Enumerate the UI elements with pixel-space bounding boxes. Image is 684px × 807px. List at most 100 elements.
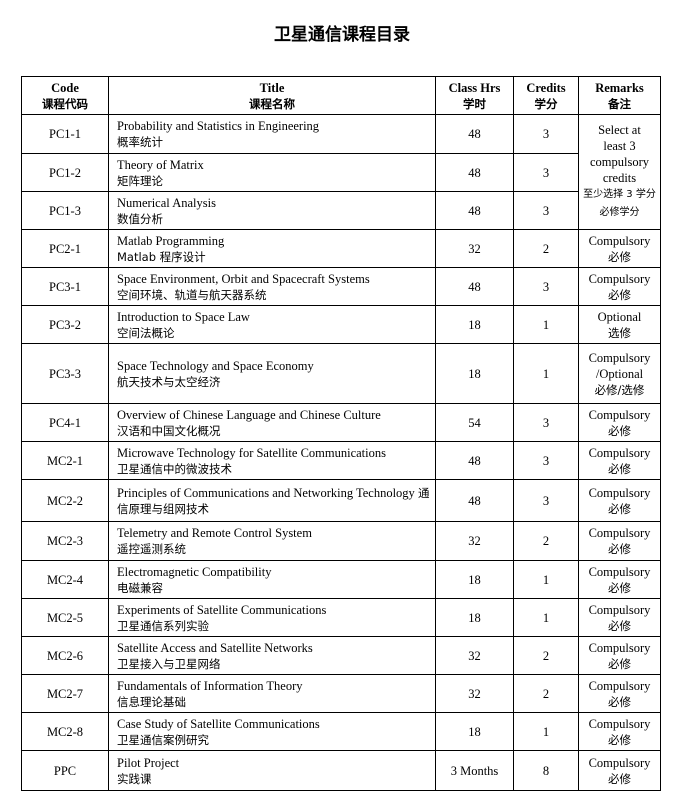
credits: 8: [513, 750, 579, 791]
table-row: MC2-1 Microwave Technology for Satellite…: [21, 441, 661, 480]
table-row: MC2-8 Case Study of Satellite Communicat…: [21, 712, 661, 751]
table-row: MC2-2 Principles of Communications and N…: [21, 479, 661, 522]
remark: Compulsory 必修: [578, 750, 661, 791]
class-hours: 48: [435, 441, 514, 480]
class-hours: 48: [435, 114, 514, 154]
course-title: Microwave Technology for Satellite Commu…: [108, 441, 436, 480]
course-code: MC2-2: [21, 479, 109, 522]
course-title: Principles of Communications and Network…: [108, 479, 436, 522]
course-title: Pilot Project 实践课: [108, 750, 436, 791]
credits: 3: [513, 153, 579, 192]
credits: 1: [513, 560, 579, 599]
remark: Compulsory 必修: [578, 712, 661, 751]
page-title: 卫星通信课程目录: [274, 25, 410, 45]
class-hours: 48: [435, 191, 514, 230]
course-code: PC4-1: [21, 403, 109, 442]
course-code: MC2-6: [21, 636, 109, 675]
course-code: PC1-3: [21, 191, 109, 230]
course-code: MC2-1: [21, 441, 109, 480]
group-remark: Select at least 3 compulsory credits 至少选择…: [578, 114, 661, 230]
course-title: Case Study of Satellite Communications 卫星…: [108, 712, 436, 751]
course-title: Electromagnetic Compatibility 电磁兼容: [108, 560, 436, 599]
remark: Compulsory /Optional 必修/选修: [578, 343, 661, 404]
table-row: PPC Pilot Project 实践课 3 Months 8 Compulsor…: [21, 750, 661, 791]
course-code: PC1-2: [21, 153, 109, 192]
class-hours: 32: [435, 229, 514, 268]
credits: 3: [513, 191, 579, 230]
course-code: PC3-1: [21, 267, 109, 306]
table-row: MC2-6 Satellite Access and Satellite Net…: [21, 636, 661, 675]
class-hours: 18: [435, 560, 514, 599]
header-hours: Class Hrs 学时: [435, 76, 514, 115]
credits: 3: [513, 403, 579, 442]
class-hours: 32: [435, 521, 514, 561]
credits: 3: [513, 114, 579, 154]
remark: Compulsory 必修: [578, 267, 661, 306]
table-row: PC2-1 Matlab Programming Matlab 程序设计 32 2…: [21, 229, 661, 268]
class-hours: 54: [435, 403, 514, 442]
header-code: Code 课程代码: [21, 76, 109, 115]
course-code: MC2-3: [21, 521, 109, 561]
remark: Compulsory 必修: [578, 636, 661, 675]
course-table: Code 课程代码 Title 课程名称 Class Hrs 学时 Credits 学分…: [21, 76, 661, 791]
course-title: Experiments of Satellite Communications 卫…: [108, 598, 436, 637]
class-hours: 32: [435, 636, 514, 675]
table-row: PC3-1 Space Environment, Orbit and Space…: [21, 267, 661, 306]
course-title: Probability and Statistics in Engineerin…: [108, 114, 436, 154]
class-hours: 48: [435, 479, 514, 522]
remark: Compulsory 必修: [578, 560, 661, 599]
class-hours: 32: [435, 674, 514, 713]
remark: Compulsory 必修: [578, 521, 661, 561]
header-credits: Credits 学分: [513, 76, 579, 115]
table-row: PC1-3 Numerical Analysis 数值分析 48 3: [21, 191, 661, 230]
course-title: Theory of Matrix 矩阵理论: [108, 153, 436, 192]
header-remarks: Remarks 备注: [578, 76, 661, 115]
class-hours: 3 Months: [435, 750, 514, 791]
table-row: MC2-3 Telemetry and Remote Control Syste…: [21, 521, 661, 561]
table-row: PC1-1 Probability and Statistics in Engi…: [21, 114, 661, 230]
course-title: Space Environment, Orbit and Spacecraft …: [108, 267, 436, 306]
credits: 2: [513, 229, 579, 268]
course-code: MC2-8: [21, 712, 109, 751]
course-code: PC3-3: [21, 343, 109, 404]
course-title: Introduction to Space Law 空间法概论: [108, 305, 436, 344]
remark: Compulsory 必修: [578, 479, 661, 522]
course-code: PC2-1: [21, 229, 109, 268]
course-title: Matlab Programming Matlab 程序设计: [108, 229, 436, 268]
course-title: Telemetry and Remote Control System 遥控遥测系…: [108, 521, 436, 561]
class-hours: 18: [435, 598, 514, 637]
course-code: PPC: [21, 750, 109, 791]
credits: 1: [513, 598, 579, 637]
course-title: Satellite Access and Satellite Networks 卫…: [108, 636, 436, 675]
class-hours: 18: [435, 343, 514, 404]
course-title: Fundamentals of Information Theory 信息理论基础: [108, 674, 436, 713]
table-row: MC2-7 Fundamentals of Information Theory…: [21, 674, 661, 713]
remark: Compulsory 必修: [578, 441, 661, 480]
remark: Optional 选修: [578, 305, 661, 344]
credits: 3: [513, 441, 579, 480]
credits: 1: [513, 305, 579, 344]
credits: 1: [513, 343, 579, 404]
credits: 3: [513, 267, 579, 306]
class-hours: 48: [435, 153, 514, 192]
class-hours: 18: [435, 305, 514, 344]
credits: 2: [513, 674, 579, 713]
table-row: PC4-1 Overview of Chinese Language and C…: [21, 403, 661, 442]
course-code: MC2-5: [21, 598, 109, 637]
course-code: PC3-2: [21, 305, 109, 344]
course-code: MC2-7: [21, 674, 109, 713]
course-title: Numerical Analysis 数值分析: [108, 191, 436, 230]
header-title: Title 课程名称: [108, 76, 436, 115]
remark: Compulsory 必修: [578, 229, 661, 268]
remark: Compulsory 必修: [578, 674, 661, 713]
table-row: PC3-2 Introduction to Space Law 空间法概论 18 …: [21, 305, 661, 344]
remark: Compulsory 必修: [578, 403, 661, 442]
table-row: PC1-2 Theory of Matrix 矩阵理论 48 3: [21, 153, 661, 192]
course-title: Overview of Chinese Language and Chinese…: [108, 403, 436, 442]
credits: 1: [513, 712, 579, 751]
remark: Compulsory 必修: [578, 598, 661, 637]
table-row: MC2-5 Experiments of Satellite Communica…: [21, 598, 661, 637]
header-row: Code 课程代码 Title 课程名称 Class Hrs 学时 Credits 学分…: [21, 76, 661, 115]
credits: 2: [513, 521, 579, 561]
credits: 3: [513, 479, 579, 522]
